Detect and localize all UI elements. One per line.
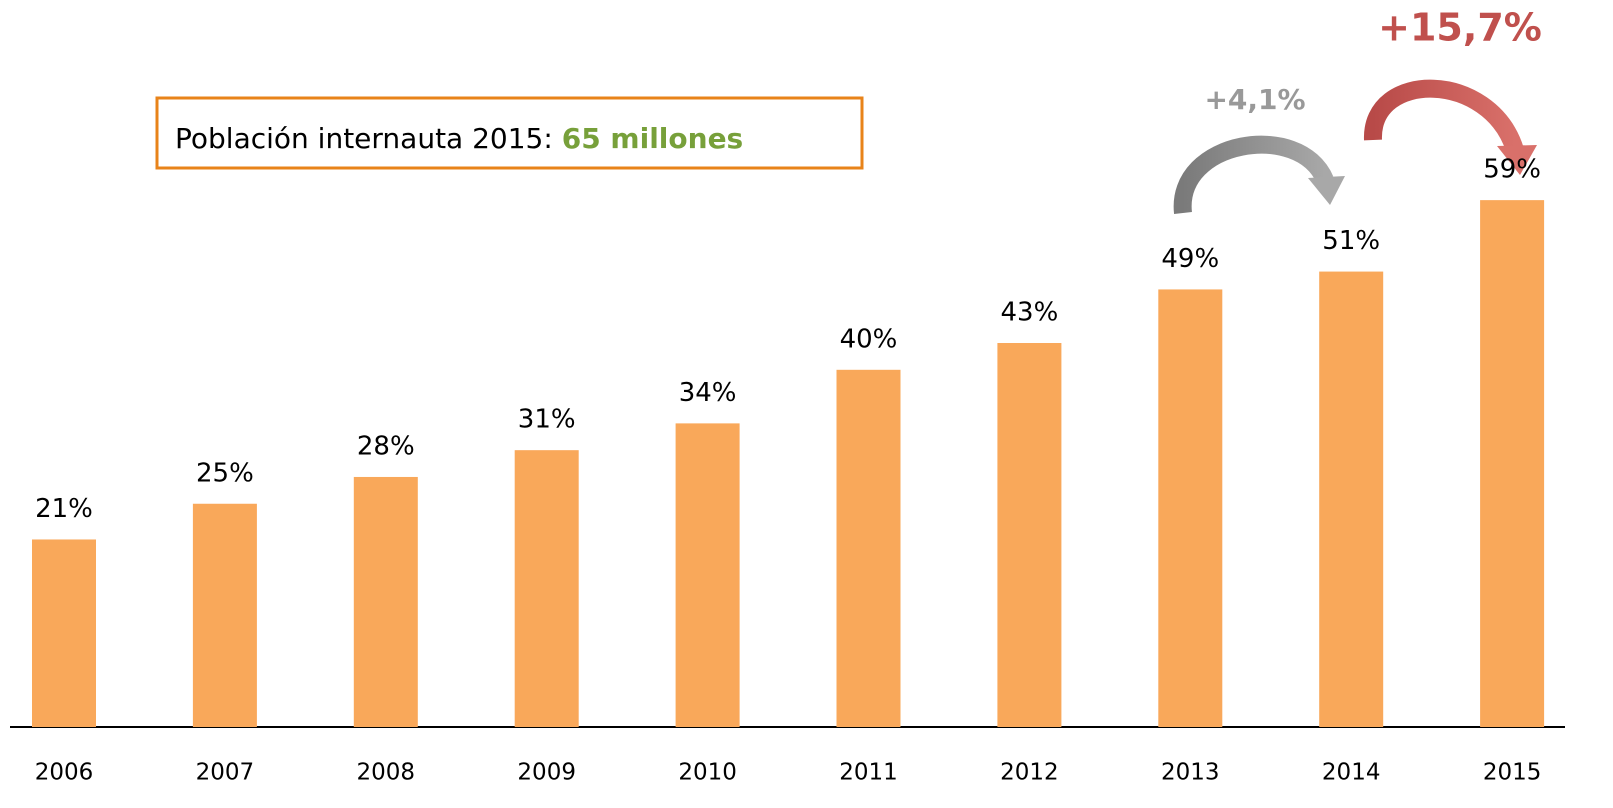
bar	[1480, 200, 1545, 727]
bar	[1158, 289, 1223, 727]
value-label: 40%	[840, 324, 898, 354]
x-tick-label: 2014	[1322, 760, 1381, 786]
value-label: 21%	[35, 494, 93, 524]
callout-label: Población internauta 2015:	[175, 122, 553, 155]
bar	[192, 503, 257, 727]
growth-label: +15,7%	[1378, 6, 1542, 50]
x-tick-label: 2007	[196, 760, 255, 786]
x-tick-label: 2015	[1483, 760, 1542, 786]
x-tick-label: 2013	[1161, 760, 1220, 786]
growth-arrowhead	[1308, 176, 1345, 205]
growth-label: +4,1%	[1204, 83, 1305, 116]
bar	[836, 369, 901, 727]
growth-arrow	[1173, 135, 1334, 214]
bar	[353, 476, 418, 727]
x-tick-label: 2006	[35, 760, 94, 786]
x-tick-label: 2009	[517, 760, 576, 786]
callout-box	[155, 96, 864, 170]
value-label: 59%	[1483, 155, 1541, 185]
bar	[1319, 271, 1384, 727]
bar	[675, 423, 740, 727]
value-label: 49%	[1161, 244, 1219, 274]
callout: Población internauta 2015: 65 millones	[175, 122, 743, 155]
x-tick-label: 2011	[839, 760, 898, 786]
bar	[514, 450, 579, 727]
bar	[997, 343, 1062, 727]
callout-value: 65 millones	[562, 122, 744, 155]
x-tick-label: 2010	[678, 760, 737, 786]
growth-arrow	[1363, 79, 1524, 154]
value-label: 28%	[357, 431, 415, 461]
value-label: 25%	[196, 458, 254, 488]
x-tick-label: 2012	[1000, 760, 1059, 786]
value-label: 43%	[1001, 298, 1059, 328]
bar	[32, 539, 96, 727]
value-label: 31%	[518, 405, 576, 435]
x-tick-label: 2008	[357, 760, 416, 786]
value-label: 51%	[1322, 226, 1380, 256]
value-label: 34%	[679, 378, 737, 408]
growth-arrowhead	[1497, 145, 1537, 175]
